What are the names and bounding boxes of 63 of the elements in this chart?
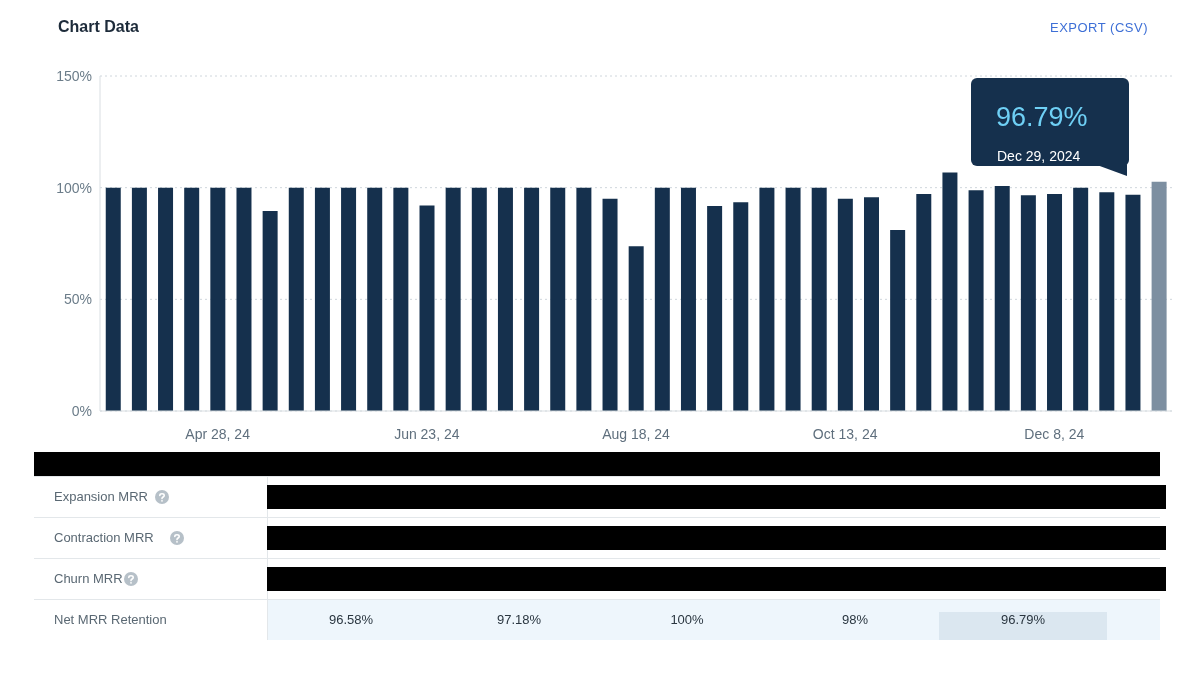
bar <box>759 187 775 411</box>
bar <box>445 187 461 411</box>
bar <box>916 193 932 411</box>
text: Churn MRR <box>54 571 123 586</box>
bar <box>1099 192 1115 411</box>
bar <box>680 187 696 411</box>
x-tick-label: Dec 8, 24 <box>1024 425 1085 442</box>
bar <box>497 187 513 411</box>
bar <box>654 187 670 411</box>
bar <box>864 197 879 411</box>
text: 96.58% <box>327 612 375 629</box>
bar <box>210 187 226 411</box>
bar <box>811 187 827 411</box>
bar <box>1020 195 1036 411</box>
bar <box>393 187 409 411</box>
text: 96.79% <box>939 612 1107 640</box>
bar <box>288 187 304 411</box>
bar <box>367 187 383 411</box>
bar <box>707 205 723 411</box>
annotation: 96.79% <box>996 102 1088 133</box>
bar <box>550 187 566 411</box>
annotation: Dec 29, 2024 <box>997 148 1081 164</box>
y-tick-label: 100% <box>56 179 92 196</box>
bar <box>942 172 958 411</box>
text: Net MRR Retention <box>54 612 167 627</box>
x-tick-label: Apr 28, 24 <box>185 425 251 442</box>
bar <box>890 229 906 411</box>
bar <box>341 187 357 411</box>
bar <box>314 187 330 411</box>
text: Contraction MRR <box>54 530 154 545</box>
y-tick-label: 0% <box>71 402 92 419</box>
bar <box>419 205 435 411</box>
bar <box>262 210 278 411</box>
y-tick-label: 150% <box>56 67 92 84</box>
chart-title: Chart Data <box>58 18 139 36</box>
bar <box>733 202 749 411</box>
bar <box>785 187 801 411</box>
bar <box>158 187 174 411</box>
bar <box>1047 193 1063 411</box>
text: Expansion MRR <box>54 489 148 504</box>
bar <box>131 187 147 411</box>
x-tick-label: Oct 13, 24 <box>812 425 878 442</box>
bar <box>1073 187 1089 411</box>
bar <box>968 190 984 411</box>
bar <box>1151 181 1167 411</box>
bar <box>576 187 592 411</box>
bar <box>1125 194 1141 411</box>
bar <box>994 186 1010 411</box>
text: 97.18% <box>495 612 543 629</box>
bar <box>471 187 487 411</box>
text: 100% <box>669 612 705 629</box>
bar <box>628 246 644 411</box>
bar <box>236 187 252 411</box>
bar <box>105 187 121 411</box>
bar <box>524 187 540 411</box>
bar <box>837 198 853 411</box>
bar <box>602 198 618 411</box>
text: 98% <box>841 612 869 629</box>
x-tick-label: Jun 23, 24 <box>394 425 460 442</box>
text: EXPORT (CSV) <box>1050 20 1148 35</box>
x-tick-label: Aug 18, 24 <box>602 425 671 442</box>
y-tick-label: 50% <box>63 291 92 308</box>
bar <box>184 187 200 411</box>
